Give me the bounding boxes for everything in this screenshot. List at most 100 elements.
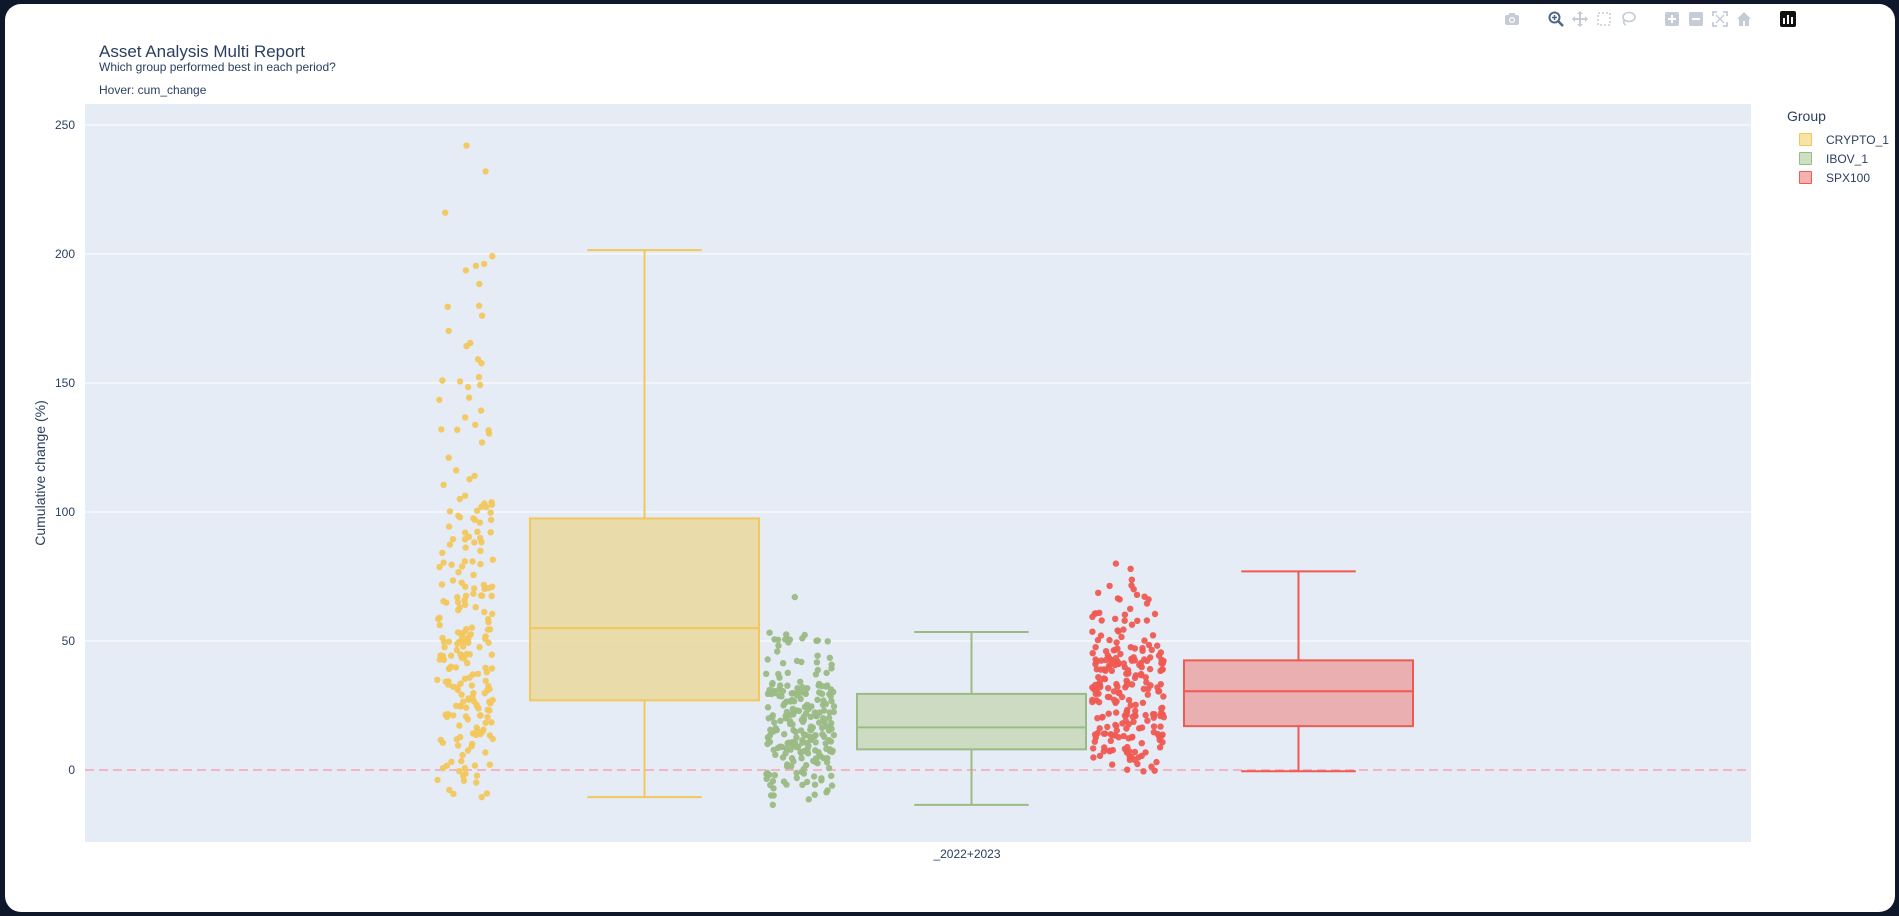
grid-lines [85, 124, 1751, 642]
data-point [454, 426, 461, 433]
data-point [1096, 679, 1103, 686]
data-point [827, 693, 834, 700]
data-point [475, 373, 483, 381]
data-point [1140, 768, 1147, 775]
data-point [1098, 617, 1105, 624]
data-point [454, 598, 462, 606]
autoscale-icon[interactable] [1711, 10, 1729, 28]
data-point [1096, 725, 1103, 732]
data-point [788, 755, 796, 762]
data-point [769, 801, 776, 808]
data-point [1132, 701, 1139, 708]
legend-swatch [1799, 152, 1812, 165]
data-point [1120, 626, 1127, 633]
data-point [477, 712, 484, 719]
data-point [807, 713, 814, 720]
data-point [458, 757, 465, 765]
data-point [1105, 710, 1112, 717]
data-point [784, 669, 791, 676]
data-point [770, 792, 777, 799]
plotly-logo-icon[interactable] [1779, 10, 1797, 28]
data-point [1095, 674, 1102, 681]
data-point [810, 773, 818, 780]
data-point [1112, 560, 1120, 567]
legend-item-ibov[interactable]: IBOV_1 [1787, 149, 1889, 168]
data-point [795, 707, 803, 715]
data-point [438, 581, 446, 588]
data-point [463, 637, 470, 645]
data-point [485, 615, 492, 623]
data-point [460, 698, 467, 705]
data-point [472, 604, 479, 611]
legend-item-spx[interactable]: SPX100 [1787, 168, 1889, 187]
data-point [456, 768, 463, 775]
data-point [820, 715, 827, 722]
data-point [791, 593, 798, 601]
box-body [1183, 659, 1414, 728]
reset-axes-icon[interactable] [1735, 10, 1753, 28]
data-point [820, 707, 828, 714]
data-point [437, 652, 444, 659]
data-point [462, 414, 469, 421]
data-point [1092, 644, 1099, 651]
series-spx100 [1089, 560, 1414, 775]
camera-icon[interactable] [1503, 10, 1521, 28]
data-point [1127, 644, 1135, 651]
data-point [1091, 731, 1099, 738]
zoom-icon[interactable] [1547, 10, 1565, 28]
chart-subtitle: Which group performed best in each perio… [99, 60, 336, 74]
pan-icon[interactable] [1571, 10, 1589, 28]
data-point [463, 342, 470, 350]
data-point [487, 529, 494, 536]
data-point [781, 731, 788, 738]
zoom-in-icon[interactable] [1663, 10, 1681, 28]
data-point [1137, 670, 1145, 678]
data-point [794, 685, 801, 692]
data-point [477, 407, 485, 414]
data-point [821, 733, 828, 740]
data-point [456, 604, 463, 611]
data-point [814, 666, 822, 674]
data-point [812, 739, 819, 746]
box-body [856, 692, 1087, 751]
data-point [481, 260, 488, 268]
data-point [484, 713, 491, 721]
data-point [1106, 747, 1113, 754]
box-select-icon[interactable] [1595, 10, 1613, 28]
data-point [485, 639, 492, 646]
data-point [455, 638, 463, 646]
data-point [764, 656, 771, 663]
data-point [434, 776, 441, 784]
data-point [468, 740, 476, 747]
data-point [1131, 756, 1139, 764]
legend-item-crypto[interactable]: CRYPTO_1 [1787, 130, 1889, 149]
data-point [1157, 667, 1164, 675]
data-point [1112, 615, 1119, 622]
data-point [489, 556, 496, 563]
data-point [478, 312, 486, 319]
data-point [779, 687, 787, 695]
data-point [488, 592, 495, 600]
data-point [797, 727, 805, 734]
data-point [447, 652, 455, 659]
data-point [1110, 647, 1118, 654]
data-point [825, 714, 833, 721]
data-point [812, 732, 819, 739]
data-point [486, 761, 493, 768]
legend-title: Group [1787, 108, 1826, 124]
data-point [478, 592, 486, 599]
zoom-out-icon[interactable] [1687, 10, 1705, 28]
y-tick-label: 50 [62, 634, 76, 648]
data-point [1106, 636, 1113, 644]
lasso-icon[interactable] [1619, 10, 1637, 28]
data-point [488, 651, 495, 658]
data-point [474, 528, 481, 535]
data-point [807, 736, 814, 743]
data-point [1138, 740, 1146, 747]
data-point [1143, 600, 1151, 607]
data-point [464, 383, 472, 391]
data-point [1127, 605, 1134, 612]
data-point [772, 751, 779, 758]
data-point [773, 726, 780, 734]
data-point [478, 439, 486, 446]
